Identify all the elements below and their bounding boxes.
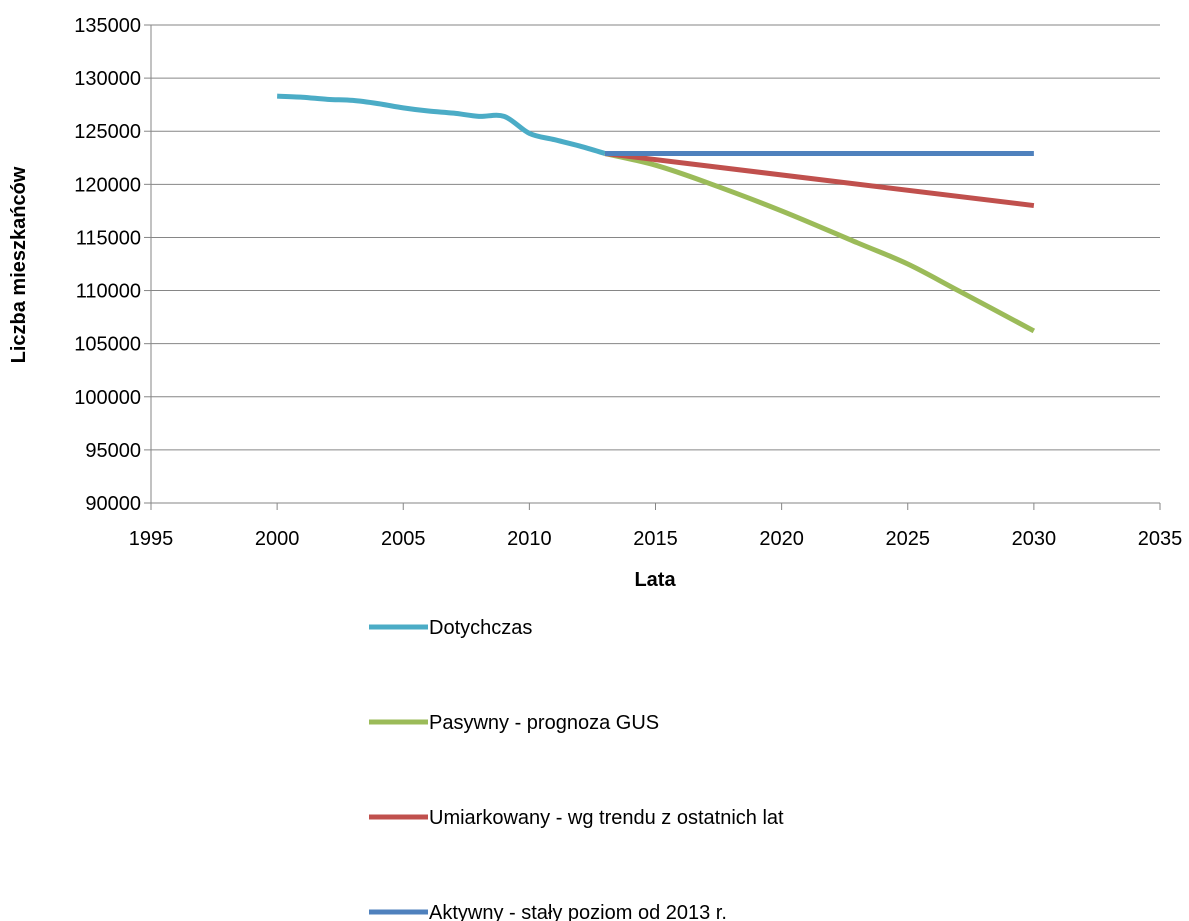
x-tick-label: 2000 bbox=[255, 528, 300, 550]
y-tick-label: 115000 bbox=[76, 227, 141, 249]
x-tick-label: 2020 bbox=[759, 528, 804, 550]
y-tick-label: 105000 bbox=[74, 334, 141, 356]
gridlines bbox=[151, 24, 1160, 504]
y-tick-label: 120000 bbox=[74, 174, 141, 196]
y-tick-label: 100000 bbox=[74, 387, 141, 409]
x-tick-label: 2035 bbox=[1138, 528, 1183, 550]
x-axis-ticks: 1995 2000 2005 2010 2015 2020 2025 2030 2035 bbox=[129, 503, 1183, 550]
series-line-2 bbox=[604, 151, 1036, 334]
legend: Dotychczas Pasywny - prognoza GUS Umiarkow… bbox=[369, 617, 784, 921]
legend-label: Dotychczas bbox=[429, 617, 532, 639]
x-axis-title: Lata bbox=[634, 569, 676, 591]
y-tick-label: 95000 bbox=[85, 440, 141, 462]
x-tick-label: 2015 bbox=[633, 528, 678, 550]
y-tick-label: 125000 bbox=[74, 121, 141, 143]
y-axis-ticks: 90000 95000 100000 105000 110000 115000 120000… bbox=[74, 15, 151, 515]
y-tick-label: 110000 bbox=[76, 281, 141, 303]
legend-label: Aktywny - stały poziom od 2013 r. bbox=[429, 902, 727, 921]
x-tick-label: 2010 bbox=[507, 528, 552, 550]
x-tick-label: 2025 bbox=[886, 528, 931, 550]
y-tick-label: 90000 bbox=[85, 493, 141, 515]
y-axis-title: Liczba mieszkańców bbox=[8, 166, 30, 363]
x-tick-label: 1995 bbox=[129, 528, 174, 550]
y-tick-label: 135000 bbox=[74, 15, 141, 37]
legend-label: Umiarkowany - wg trendu z ostatnich lat bbox=[429, 807, 784, 829]
series-lines bbox=[277, 93, 1036, 334]
series-line-3 bbox=[604, 151, 1035, 209]
legend-label: Pasywny - prognoza GUS bbox=[429, 712, 659, 734]
x-tick-label: 2005 bbox=[381, 528, 426, 550]
x-tick-label: 2030 bbox=[1012, 528, 1057, 550]
y-tick-label: 130000 bbox=[74, 68, 141, 90]
series-line-1 bbox=[277, 93, 606, 156]
